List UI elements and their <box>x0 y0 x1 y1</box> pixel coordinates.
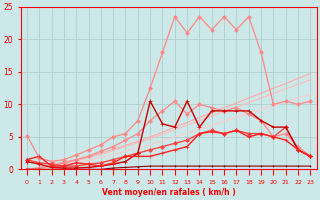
X-axis label: Vent moyen/en rafales ( km/h ): Vent moyen/en rafales ( km/h ) <box>102 188 236 197</box>
